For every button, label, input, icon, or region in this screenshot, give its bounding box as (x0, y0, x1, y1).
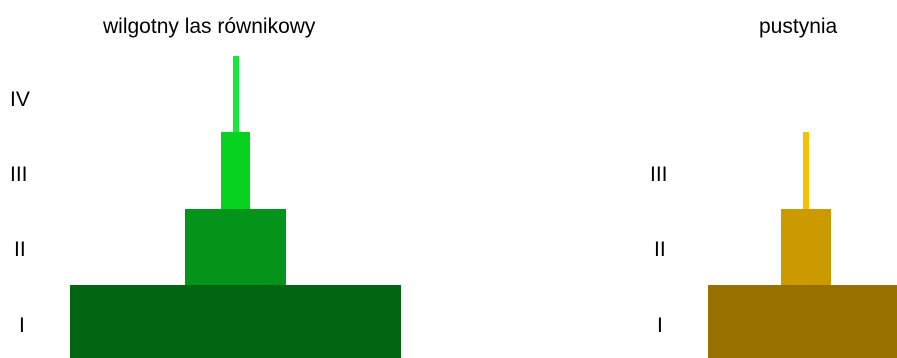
pyramid-bar-level-i (708, 285, 897, 358)
level-label-ii: II (14, 238, 26, 261)
pyramid-bar-level-ii (185, 209, 286, 285)
level-label-iii: III (650, 163, 668, 186)
pyramid-title-rainforest: wilgotny las równikowy (103, 15, 316, 38)
level-label-ii: II (654, 238, 666, 261)
level-label-i: I (19, 314, 25, 337)
pyramid-title-desert: pustynia (759, 15, 838, 38)
pyramid-bar-level-iii (803, 132, 809, 209)
level-label-iv: IV (10, 88, 30, 111)
pyramid-bar-level-iv (233, 56, 239, 132)
level-label-i: I (657, 314, 663, 337)
pyramid-bar-level-iii (221, 132, 250, 209)
level-label-iii: III (10, 163, 28, 186)
pyramid-bar-level-i (70, 285, 401, 358)
pyramid-bar-level-ii (781, 209, 831, 285)
